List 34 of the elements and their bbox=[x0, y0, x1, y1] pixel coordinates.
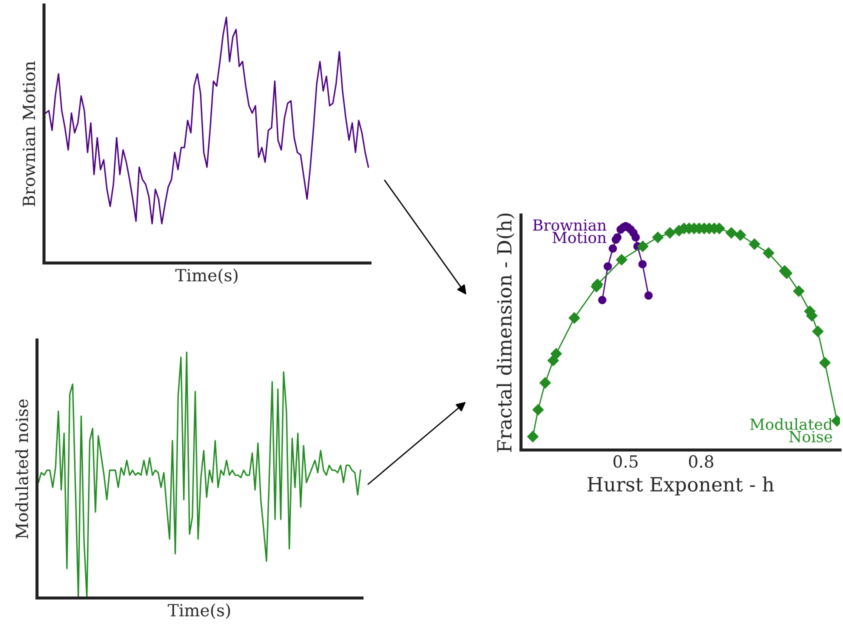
series-label: Modulated Noise bbox=[750, 418, 832, 442]
point bbox=[616, 254, 628, 266]
series-label: Brownian Motion bbox=[533, 219, 606, 244]
point bbox=[532, 404, 544, 416]
x-tick-label: 0.8 bbox=[688, 455, 714, 468]
point bbox=[527, 430, 538, 442]
point bbox=[726, 227, 737, 239]
x-tick-label: 0.5 bbox=[614, 455, 638, 468]
point bbox=[608, 244, 617, 253]
point bbox=[637, 240, 648, 252]
point bbox=[632, 233, 640, 242]
point bbox=[644, 291, 653, 300]
y-axis-title: Brownian Motion bbox=[22, 61, 36, 206]
point bbox=[598, 296, 606, 304]
point bbox=[604, 262, 612, 271]
point bbox=[652, 232, 664, 243]
point bbox=[540, 377, 551, 388]
point bbox=[819, 357, 831, 368]
point bbox=[781, 268, 792, 279]
point bbox=[550, 348, 562, 360]
point bbox=[664, 227, 676, 239]
point bbox=[638, 260, 647, 268]
y-axis-title: Fractal dimension - D(h) bbox=[496, 214, 514, 452]
point bbox=[734, 230, 746, 241]
point bbox=[812, 326, 824, 337]
x-axis-title: Time(s) bbox=[175, 268, 238, 284]
point bbox=[748, 238, 760, 250]
point bbox=[568, 312, 580, 324]
y-axis-title: Modulated noise bbox=[15, 399, 28, 539]
point bbox=[762, 247, 774, 259]
point bbox=[548, 354, 559, 366]
x-axis-title: Hurst Exponent - h bbox=[588, 476, 774, 496]
point bbox=[793, 285, 804, 297]
x-axis-title: Time(s) bbox=[168, 604, 230, 619]
